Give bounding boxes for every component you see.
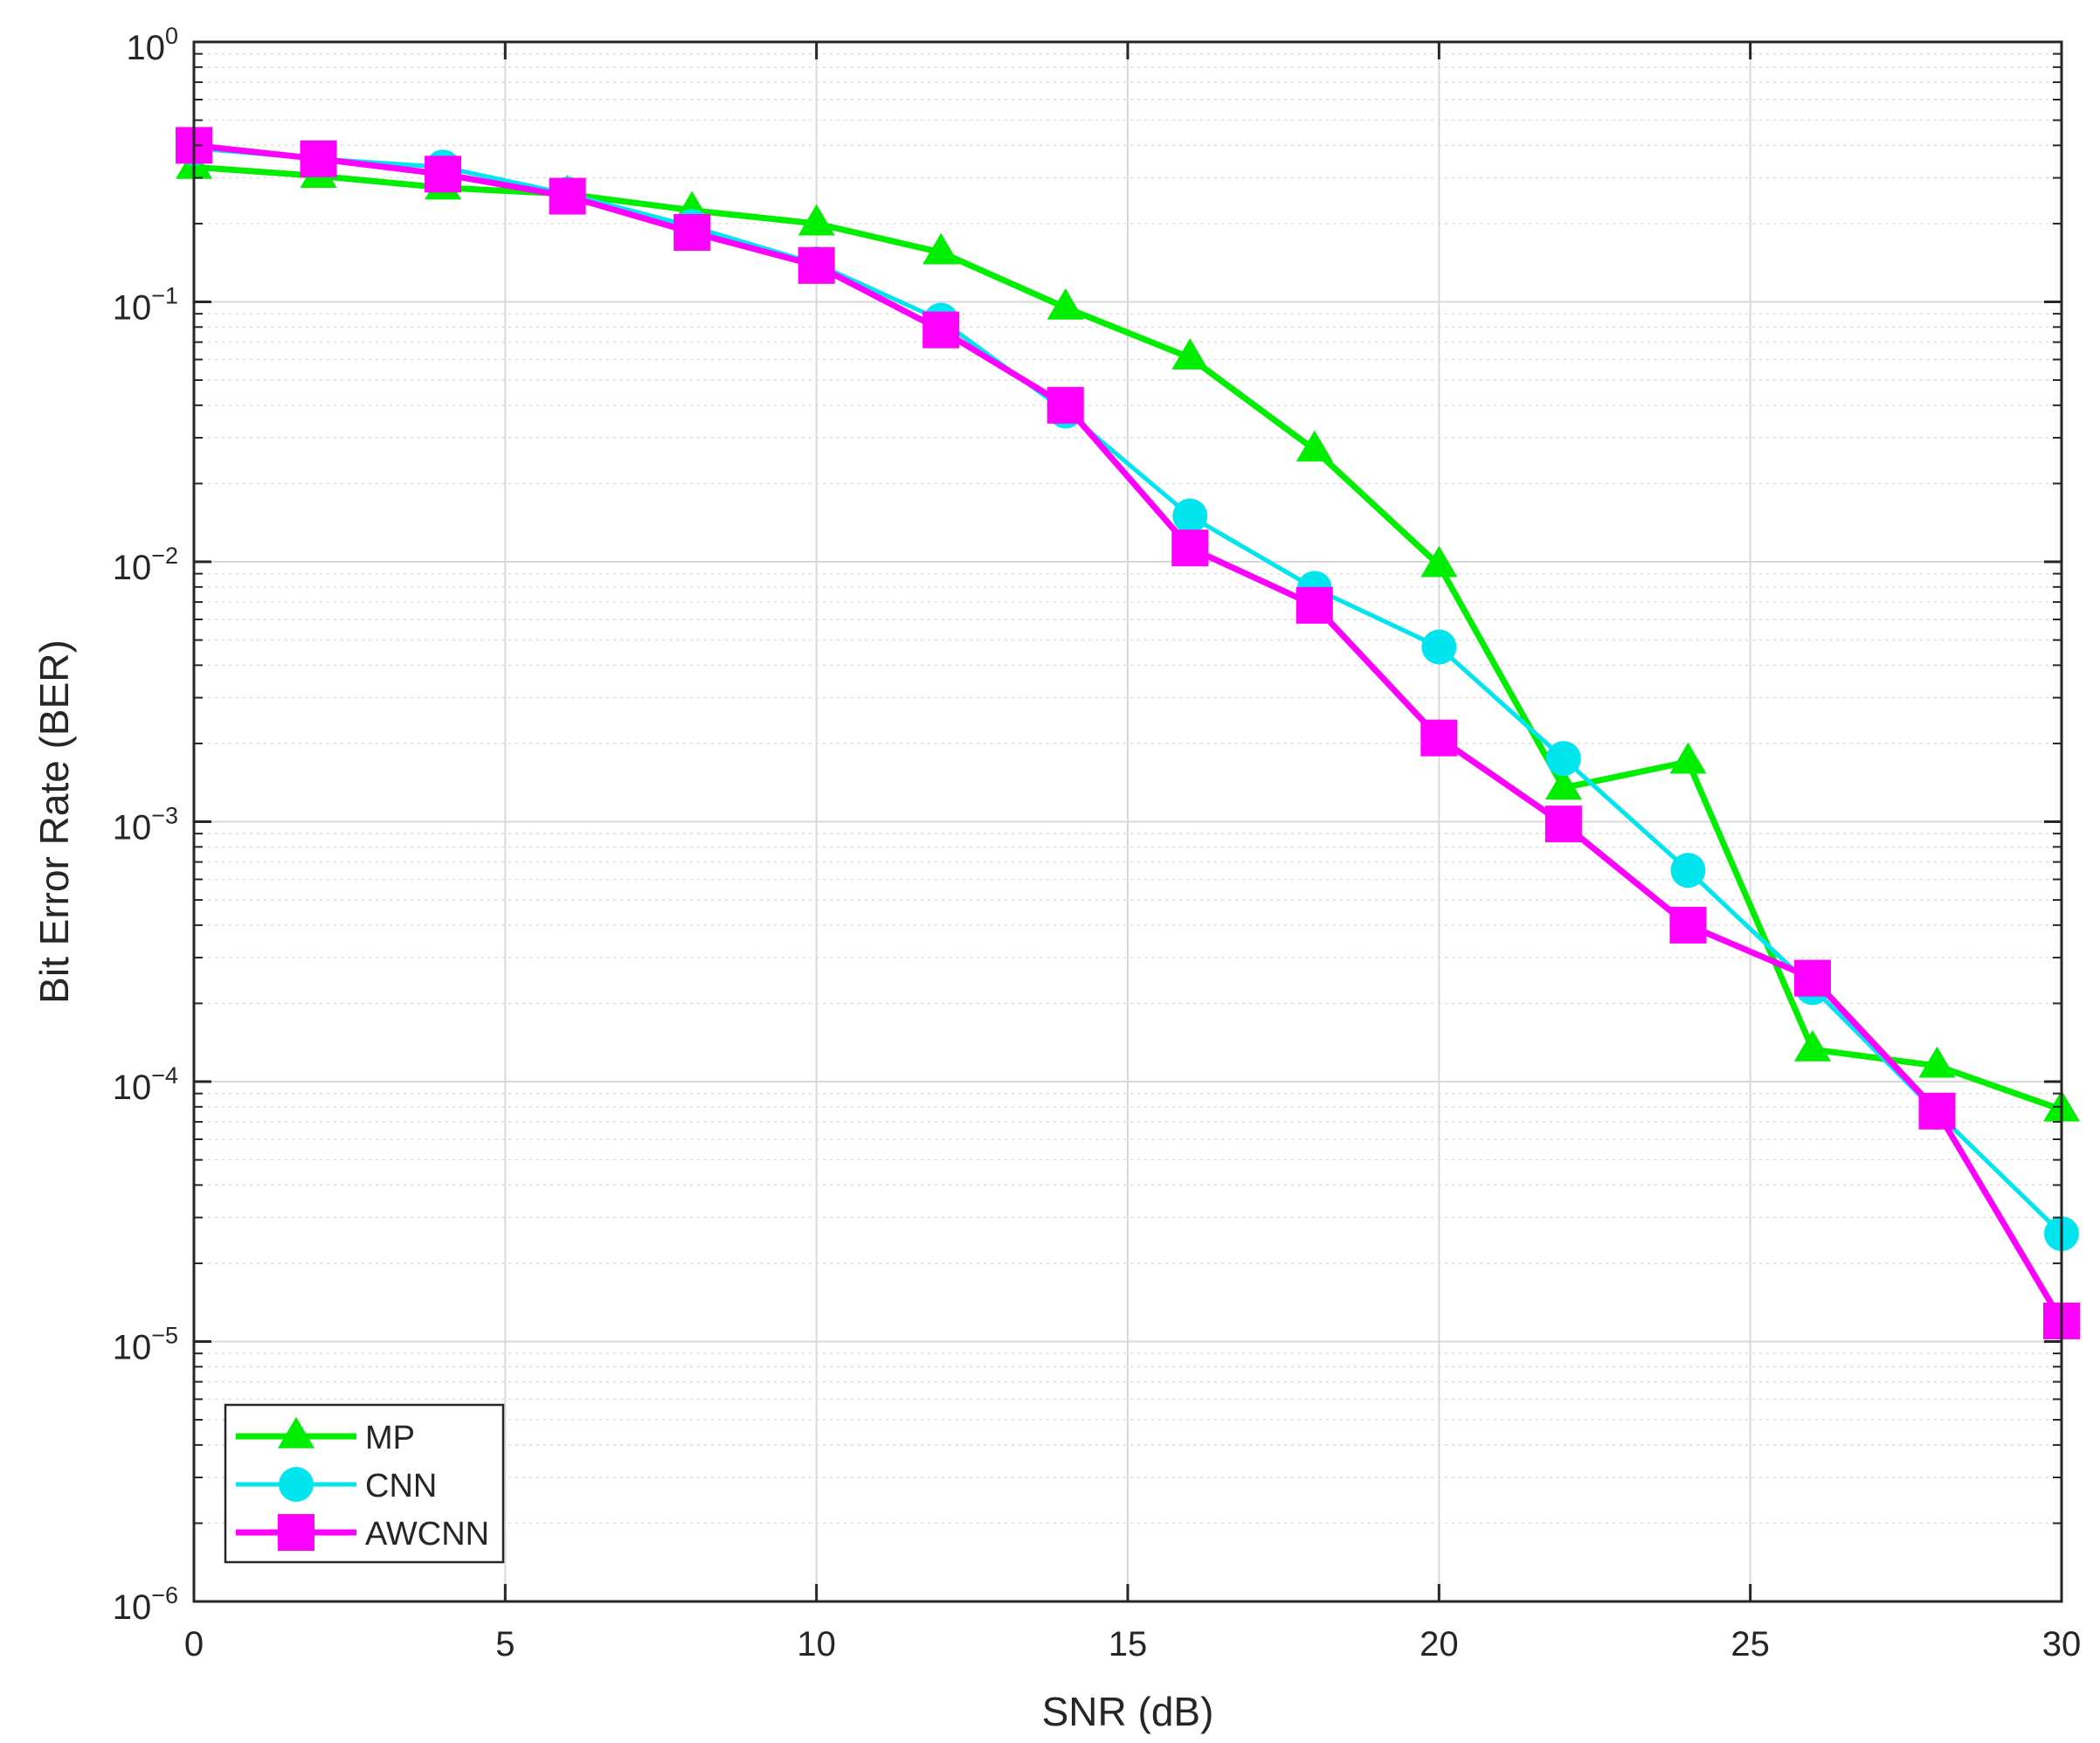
- mp-point: [1544, 768, 1582, 800]
- cnn-point: [1545, 741, 1581, 777]
- x-tick-labels: 0 5 10 15 20 25 30: [184, 1625, 2081, 1663]
- awcnn-point: [1047, 386, 1084, 424]
- x-tick-label: 10: [797, 1625, 836, 1663]
- y-tick-base: 10: [126, 29, 165, 67]
- x-axis-label: SNR (dB): [1042, 1689, 1214, 1734]
- y-tick-base: 10: [113, 1329, 152, 1367]
- y-tick-base: 10: [113, 1069, 152, 1107]
- mp-point: [922, 232, 960, 265]
- y-tick-exponent: 0: [165, 23, 178, 49]
- x-tick-label: 5: [495, 1625, 515, 1663]
- legend-label: AWCNN: [365, 1516, 489, 1553]
- y-tick-exponent: −4: [151, 1062, 178, 1089]
- awcnn-point: [1918, 1092, 1956, 1130]
- y-tick-exponent: −2: [151, 543, 178, 569]
- awcnn-point: [1171, 529, 1209, 567]
- mp-line: [193, 163, 2063, 1113]
- legend-label: MP: [365, 1420, 415, 1456]
- y-tick-exponent: −6: [151, 1582, 178, 1608]
- awcnn-point: [922, 311, 960, 349]
- legend-item-mp: MP: [236, 1416, 415, 1456]
- y-tick-label: 10−6: [113, 1582, 178, 1627]
- y-tick-base: 10: [113, 809, 152, 847]
- awcnn-point: [674, 214, 711, 252]
- mp-point: [1793, 1030, 1831, 1062]
- mp-point: [1047, 287, 1084, 320]
- awcnn-point: [425, 156, 462, 193]
- awcnn-point: [1669, 906, 1707, 944]
- awcnn-point: [300, 140, 337, 177]
- mp-point: [798, 204, 835, 236]
- awcnn-point: [1420, 719, 1458, 757]
- legend: MP CNN AWCNN: [224, 1403, 505, 1564]
- y-tick-base: 10: [113, 289, 152, 328]
- mp-point: [1171, 338, 1209, 370]
- series-layer: [176, 127, 2080, 1339]
- y-tick-exponent: −3: [151, 803, 178, 829]
- y-tick-base: 10: [113, 1588, 152, 1627]
- cnn-point: [1670, 853, 1706, 889]
- legend-marker: [279, 1467, 314, 1502]
- mp-point: [1420, 545, 1458, 578]
- legend-item-awcnn: AWCNN: [236, 1514, 489, 1553]
- mp-point: [1295, 430, 1333, 462]
- awcnn-point: [549, 177, 586, 215]
- awcnn-point: [1295, 586, 1333, 624]
- x-tick-label: 15: [1109, 1625, 1148, 1663]
- legend-marker: [278, 1416, 314, 1449]
- x-tick-label: 20: [1420, 1625, 1459, 1663]
- y-tick-label: 10−2: [113, 543, 178, 587]
- legend-marker: [278, 1514, 314, 1551]
- awcnn-point: [1793, 959, 1831, 997]
- axis-ticks: [192, 40, 2063, 1603]
- mp-point: [1669, 742, 1707, 774]
- y-tick-exponent: −1: [151, 283, 178, 309]
- awcnn-point: [1544, 806, 1582, 843]
- cnn-point: [1172, 498, 1208, 534]
- x-tick-label: 0: [184, 1625, 204, 1663]
- x-tick-label: 25: [1730, 1625, 1770, 1663]
- awcnn-point: [798, 246, 835, 284]
- y-tick-label: 10−1: [113, 283, 178, 328]
- legend-item-cnn: CNN: [236, 1467, 437, 1504]
- legend-label: CNN: [365, 1468, 437, 1504]
- y-tick-label: 10−5: [113, 1323, 178, 1367]
- cnn-point: [1421, 629, 1457, 665]
- awcnn-line: [193, 142, 2065, 1323]
- y-tick-label: 100: [126, 23, 178, 67]
- y-tick-exponent: −5: [151, 1323, 178, 1349]
- cnn-line: [193, 146, 2063, 1235]
- y-axis-label: Bit Error Rate (BER): [31, 640, 77, 1004]
- y-tick-base: 10: [113, 549, 152, 587]
- y-tick-label: 10−3: [113, 803, 178, 847]
- y-tick-label: 10−4: [113, 1062, 178, 1107]
- mp-point: [1918, 1046, 1956, 1078]
- x-tick-label: 30: [2042, 1625, 2082, 1663]
- series-awcnn: [176, 127, 2080, 1339]
